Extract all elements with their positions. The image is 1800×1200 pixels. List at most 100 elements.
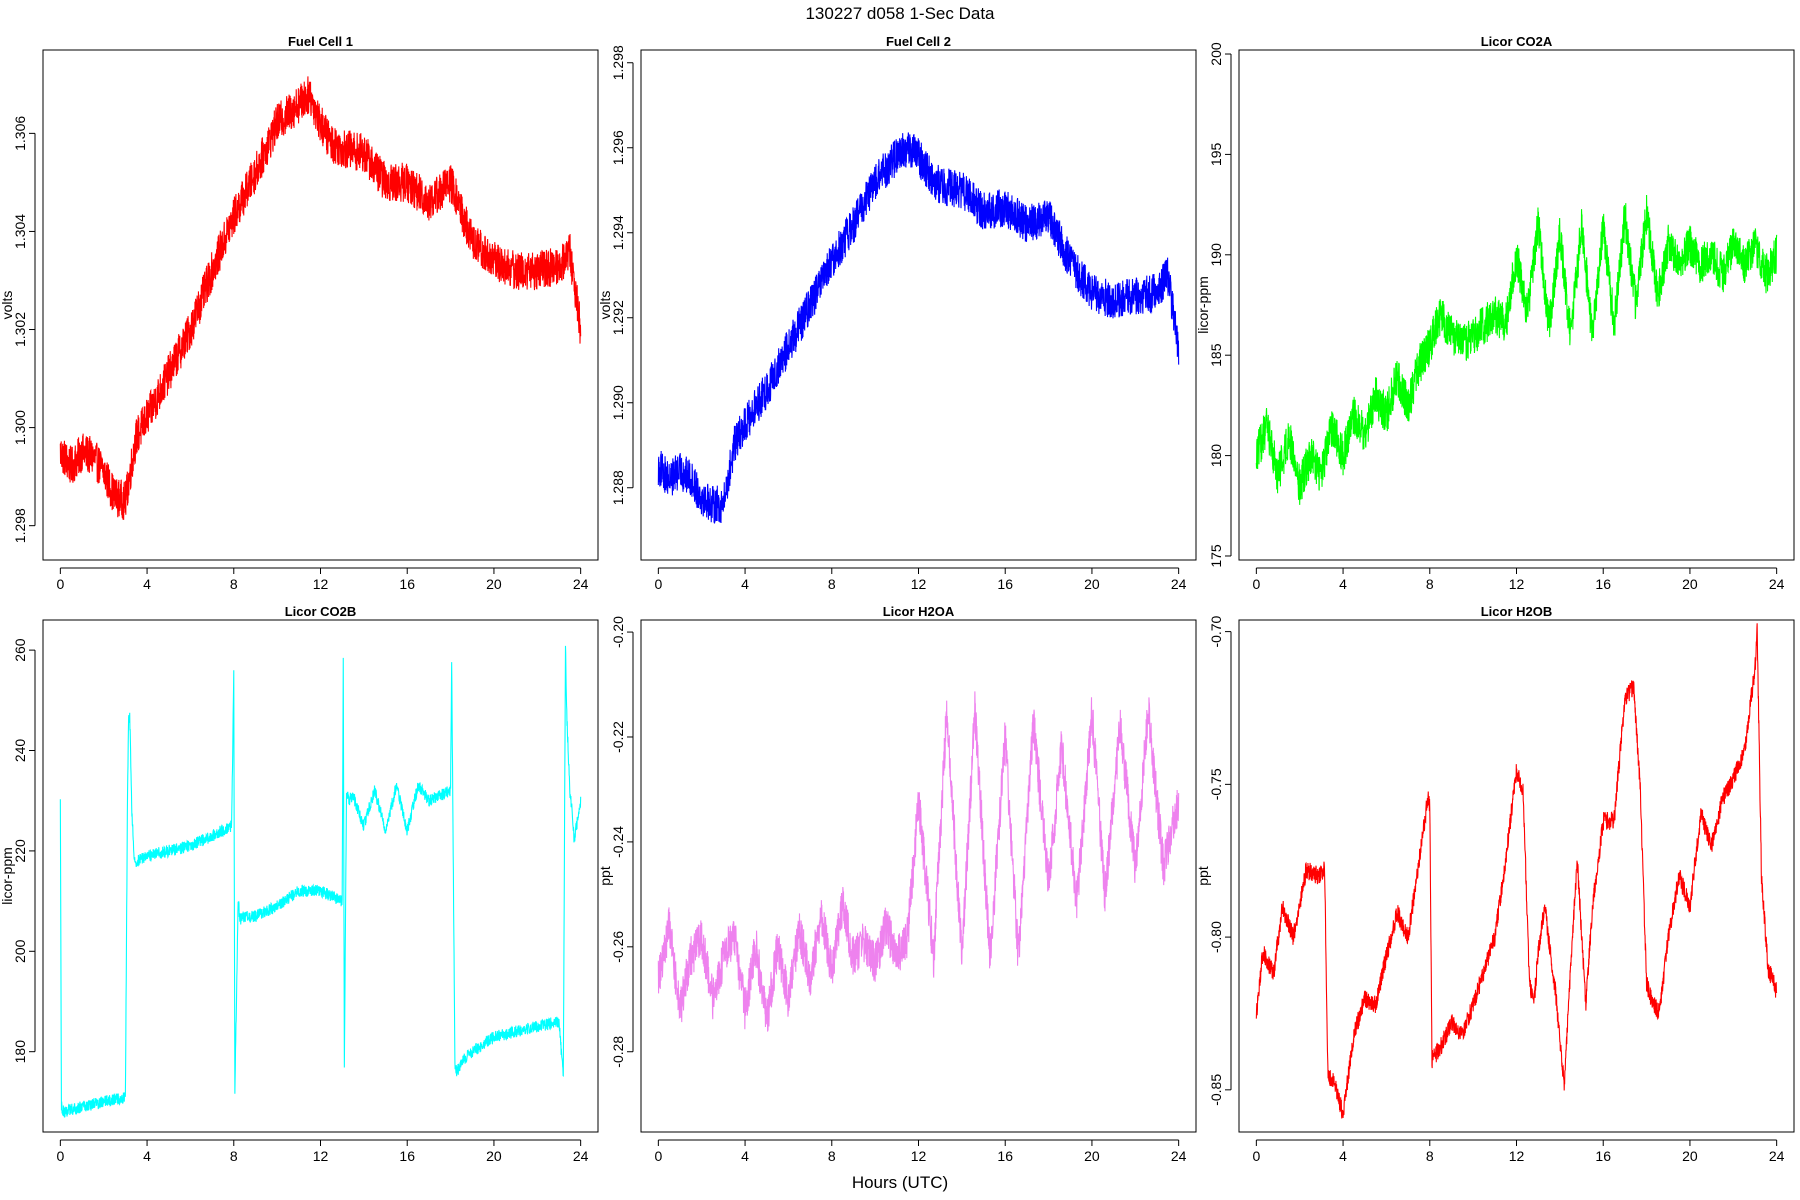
- y-tick-label: 1.294: [610, 215, 626, 250]
- y-tick-label: 190: [1208, 243, 1224, 267]
- y-tick-label: 1.302: [12, 312, 28, 347]
- plot-frame: [640, 49, 1197, 561]
- y-tick-label: -0.75: [1208, 768, 1224, 800]
- x-tick-label: 0: [1252, 576, 1260, 592]
- x-tick-label: 4: [143, 1148, 151, 1164]
- x-tick-label: 16: [997, 1148, 1013, 1164]
- y-tick-label: 200: [12, 939, 28, 963]
- x-tick-label: 0: [654, 576, 662, 592]
- x-tick-label: 8: [1426, 576, 1434, 592]
- panel-title: Licor CO2B: [285, 604, 357, 619]
- figure-xlabel: Hours (UTC): [852, 1173, 948, 1192]
- y-tick-label: 1.298: [12, 508, 28, 543]
- x-tick-label: 0: [1252, 1148, 1260, 1164]
- x-tick-label: 20: [1682, 576, 1698, 592]
- y-tick-label: -0.22: [610, 721, 626, 753]
- series-line: [59, 76, 582, 520]
- x-tick-label: 20: [1084, 1148, 1100, 1164]
- y-tick-label: 1.300: [12, 410, 28, 445]
- y-axis-label: volts: [0, 291, 15, 320]
- y-tick-label: 1.298: [610, 45, 626, 80]
- panels: Fuel Cell 1 volts 0 4 8 12 16 20 24 1.298 1.300 1.3…: [0, 34, 1795, 1164]
- x-tick-label: 16: [399, 1148, 415, 1164]
- y-tick-label: 1.290: [610, 385, 626, 420]
- x-tick-label: 0: [56, 1148, 64, 1164]
- x-tick-label: 20: [486, 1148, 502, 1164]
- x-tick-label: 20: [1682, 1148, 1698, 1164]
- x-tick-label: 12: [313, 1148, 329, 1164]
- panel-1: Fuel Cell 1 volts 0 4 8 12 16 20 24 1.298 1.300 1.3…: [0, 34, 599, 592]
- x-tick-label: 16: [1595, 1148, 1611, 1164]
- x-tick-label: 20: [1084, 576, 1100, 592]
- x-tick-label: 4: [741, 576, 749, 592]
- panel-2: Fuel Cell 2 volts 0 4 8 12 16 20 24 1.288 1.290 1.2…: [597, 34, 1197, 592]
- x-tick-label: 4: [1339, 1148, 1347, 1164]
- x-tick-label: 8: [1426, 1148, 1434, 1164]
- series-line: [657, 691, 1180, 1032]
- plot-frame: [640, 619, 1197, 1133]
- x-tick-label: 24: [1769, 576, 1785, 592]
- plot-frame: [1238, 619, 1795, 1133]
- y-axis-label: volts: [597, 291, 613, 320]
- y-tick-label: 220: [12, 839, 28, 863]
- panel-title: Fuel Cell 1: [288, 34, 353, 49]
- x-tick-label: 8: [230, 576, 238, 592]
- panel-title: Licor H2OB: [1481, 604, 1553, 619]
- y-tick-label: 1.304: [12, 214, 28, 249]
- x-tick-label: 24: [1171, 576, 1187, 592]
- x-tick-label: 8: [828, 576, 836, 592]
- y-axis-label: licor-ppm: [1195, 276, 1211, 334]
- series-line: [59, 645, 582, 1118]
- x-tick-label: 24: [1171, 1148, 1187, 1164]
- x-tick-label: 12: [911, 576, 927, 592]
- x-tick-label: 24: [573, 1148, 589, 1164]
- x-tick-label: 4: [143, 576, 151, 592]
- y-tick-label: -0.28: [610, 1036, 626, 1068]
- x-tick-label: 8: [828, 1148, 836, 1164]
- y-tick-label: -0.20: [610, 616, 626, 648]
- series-line: [1255, 623, 1778, 1119]
- plot-frame: [42, 619, 599, 1133]
- y-tick-label: 260: [12, 638, 28, 662]
- panel-title: Licor H2OA: [883, 604, 955, 619]
- x-tick-label: 24: [1769, 1148, 1785, 1164]
- y-tick-label: -0.85: [1208, 1074, 1224, 1106]
- y-tick-label: 240: [12, 739, 28, 763]
- y-tick-label: 1.288: [610, 470, 626, 505]
- panel-title: Fuel Cell 2: [886, 34, 951, 49]
- y-tick-label: 1.296: [610, 130, 626, 165]
- y-tick-label: -0.70: [1208, 615, 1224, 647]
- y-tick-label: -0.26: [610, 931, 626, 963]
- x-tick-label: 24: [573, 576, 589, 592]
- y-axis-label: ppt: [1195, 866, 1211, 886]
- panel-3: Licor CO2A licor-ppm 0 4 8 12 16 20 24 175 180 185 1…: [1195, 34, 1795, 592]
- series-line: [1255, 195, 1778, 505]
- figure-title: 130227 d058 1-Sec Data: [805, 4, 995, 23]
- x-tick-label: 12: [313, 576, 329, 592]
- y-tick-label: 1.292: [610, 300, 626, 335]
- x-tick-label: 12: [911, 1148, 927, 1164]
- y-tick-label: -0.24: [610, 826, 626, 858]
- panel-title: Licor CO2A: [1481, 34, 1553, 49]
- panel-5: Licor H2OA ppt 0 4 8 12 16 20 24 -0.28 -0.26 -0.24 -…: [597, 604, 1197, 1164]
- series-line: [657, 132, 1180, 524]
- x-tick-label: 20: [486, 576, 502, 592]
- panel-4: Licor CO2B licor-ppm 0 4 8 12 16 20 24 180 200 220 2…: [0, 604, 599, 1164]
- y-tick-label: 200: [1208, 42, 1224, 66]
- plot-frame: [1238, 49, 1795, 561]
- x-tick-label: 16: [399, 576, 415, 592]
- panel-6: Licor H2OB ppt 0 4 8 12 16 20 24 -0.85 -0.80 -0.75 -…: [1195, 604, 1795, 1164]
- y-tick-label: 1.306: [12, 116, 28, 151]
- y-axis-label: licor-ppm: [0, 847, 15, 905]
- y-axis-label: ppt: [597, 866, 613, 886]
- x-tick-label: 16: [1595, 576, 1611, 592]
- y-tick-label: -0.80: [1208, 921, 1224, 953]
- x-tick-label: 12: [1509, 576, 1525, 592]
- y-tick-label: 195: [1208, 143, 1224, 167]
- x-tick-label: 0: [654, 1148, 662, 1164]
- x-tick-label: 0: [56, 576, 64, 592]
- x-tick-label: 4: [741, 1148, 749, 1164]
- y-tick-label: 185: [1208, 343, 1224, 367]
